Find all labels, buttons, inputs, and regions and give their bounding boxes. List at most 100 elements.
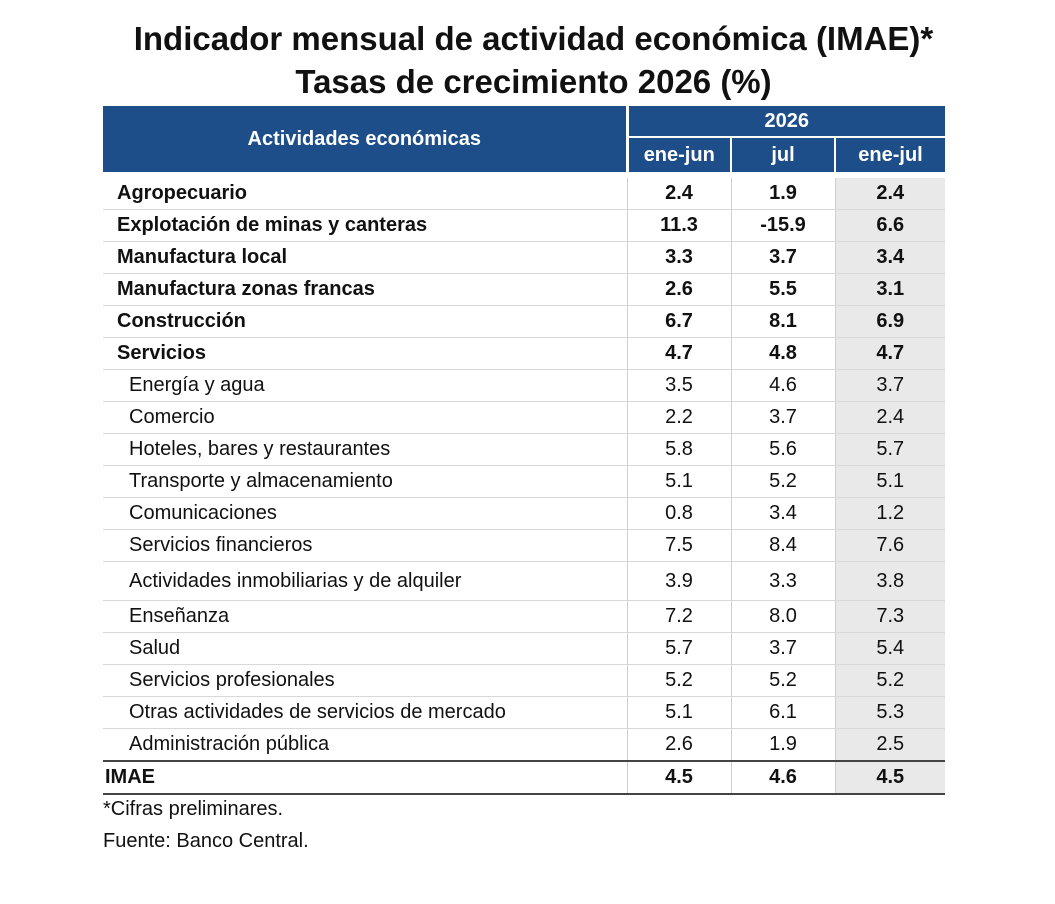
row-label: Hoteles, bares y restaurantes [103, 433, 627, 466]
row-label: Construcción [103, 305, 627, 338]
value-jul: 6.1 [730, 696, 835, 729]
row-label: Servicios profesionales [103, 664, 627, 697]
table-row: Administración pública 2.6 1.9 2.5 [103, 728, 946, 762]
value-ene-jul: 5.7 [834, 433, 946, 466]
value-ene-jun: 5.8 [626, 433, 731, 466]
value-ene-jun: 3.9 [626, 561, 731, 601]
value-jul: 5.5 [730, 273, 835, 306]
value-ene-jul: 5.4 [834, 632, 946, 665]
value-ene-jun: 5.1 [626, 465, 731, 498]
table-row: Construcción 6.7 8.1 6.9 [103, 305, 946, 338]
value-jul: 3.7 [730, 401, 835, 434]
row-label: Otras actividades de servicios de mercad… [103, 696, 627, 729]
row-label: Explotación de minas y canteras [103, 209, 627, 242]
row-label: IMAE [103, 760, 627, 795]
row-label: Energía y agua [103, 369, 627, 402]
value-ene-jun: 2.4 [626, 178, 731, 210]
value-ene-jun: 3.3 [626, 241, 731, 274]
value-ene-jul: 7.3 [834, 600, 946, 633]
value-ene-jun: 4.7 [626, 337, 731, 370]
table-row: Otras actividades de servicios de mercad… [103, 696, 946, 729]
value-jul: 4.8 [730, 337, 835, 370]
value-jul: 5.2 [730, 465, 835, 498]
row-label: Enseñanza [103, 600, 627, 633]
value-ene-jul: 3.4 [834, 241, 946, 274]
value-ene-jun: 0.8 [626, 497, 731, 530]
value-ene-jul: 1.2 [834, 497, 946, 530]
value-ene-jul: 4.5 [834, 760, 946, 795]
value-ene-jun: 5.7 [626, 632, 731, 665]
value-ene-jul: 5.1 [834, 465, 946, 498]
table-row-total: IMAE 4.5 4.6 4.5 [103, 760, 946, 795]
value-ene-jul: 4.7 [834, 337, 946, 370]
row-label: Transporte y almacenamiento [103, 465, 627, 498]
value-jul: 3.7 [730, 241, 835, 274]
table-row: Manufactura local 3.3 3.7 3.4 [103, 241, 946, 274]
value-ene-jun: 7.2 [626, 600, 731, 633]
footnote-source: Fuente: Banco Central. [103, 830, 309, 852]
table-row: Salud 5.7 3.7 5.4 [103, 632, 946, 665]
header-col-jul: jul [731, 137, 836, 172]
row-label: Administración pública [103, 728, 627, 762]
value-jul: 1.9 [730, 178, 835, 210]
value-ene-jul: 7.6 [834, 529, 946, 562]
value-ene-jul: 6.9 [834, 305, 946, 338]
value-jul: 8.4 [730, 529, 835, 562]
table-row: Transporte y almacenamiento 5.1 5.2 5.1 [103, 465, 946, 498]
title-line-1: Indicador mensual de actividad económica… [133, 20, 934, 57]
value-ene-jun: 5.1 [626, 696, 731, 729]
value-ene-jul: 5.2 [834, 664, 946, 697]
value-jul: 4.6 [730, 369, 835, 402]
value-jul: 8.1 [730, 305, 835, 338]
table-row: Servicios financieros 7.5 8.4 7.6 [103, 529, 946, 562]
row-label: Manufactura zonas francas [103, 273, 627, 306]
header-year: 2026 [627, 106, 946, 138]
value-ene-jul: 6.6 [834, 209, 946, 242]
value-jul: -15.9 [730, 209, 835, 242]
value-jul: 5.2 [730, 664, 835, 697]
value-ene-jun: 6.7 [626, 305, 731, 338]
row-label: Comunicaciones [103, 497, 627, 530]
row-label: Actividades inmobiliarias y de alquiler [103, 561, 627, 601]
row-label: Servicios [103, 337, 627, 370]
value-ene-jun: 3.5 [626, 369, 731, 402]
footnote-preliminary: *Cifras preliminares. [103, 798, 284, 820]
table-row: Actividades inmobiliarias y de alquiler … [103, 561, 946, 601]
value-jul: 3.7 [730, 632, 835, 665]
value-ene-jul: 3.1 [834, 273, 946, 306]
value-jul: 4.6 [730, 760, 835, 795]
table-row: Hoteles, bares y restaurantes 5.8 5.6 5.… [103, 433, 946, 466]
value-ene-jul: 5.3 [834, 696, 946, 729]
growth-rates-table: Actividades económicas 2026 ene-jun jul … [103, 106, 946, 795]
value-ene-jul: 3.8 [834, 561, 946, 601]
value-ene-jun: 7.5 [626, 529, 731, 562]
value-ene-jul: 2.4 [834, 178, 946, 210]
value-jul: 5.6 [730, 433, 835, 466]
table-row: Manufactura zonas francas 2.6 5.5 3.1 [103, 273, 946, 306]
value-ene-jun: 2.6 [626, 728, 731, 762]
value-ene-jun: 2.6 [626, 273, 731, 306]
header-col-ene-jun: ene-jun [627, 137, 732, 172]
table-row: Comercio 2.2 3.7 2.4 [103, 401, 946, 434]
table-row: Enseñanza 7.2 8.0 7.3 [103, 600, 946, 633]
value-ene-jun: 5.2 [626, 664, 731, 697]
value-jul: 8.0 [730, 600, 835, 633]
table-row: Servicios 4.7 4.8 4.7 [103, 337, 946, 370]
table-row: Energía y agua 3.5 4.6 3.7 [103, 369, 946, 402]
table-row: Explotación de minas y canteras 11.3 -15… [103, 209, 946, 242]
value-ene-jul: 3.7 [834, 369, 946, 402]
value-ene-jun: 4.5 [626, 760, 731, 795]
header-col-ene-jul: ene-jul [835, 137, 946, 172]
value-ene-jun: 2.2 [626, 401, 731, 434]
row-label: Manufactura local [103, 241, 627, 274]
value-ene-jul: 2.4 [834, 401, 946, 434]
row-label: Servicios financieros [103, 529, 627, 562]
value-ene-jun: 11.3 [626, 209, 731, 242]
header-activities: Actividades económicas [103, 106, 629, 172]
table-row: Comunicaciones 0.8 3.4 1.2 [103, 497, 946, 530]
row-label: Comercio [103, 401, 627, 434]
title-line-2: Tasas de crecimiento 2026 (%) [295, 63, 772, 100]
table-row: Agropecuario 2.4 1.9 2.4 [103, 178, 946, 210]
row-label: Salud [103, 632, 627, 665]
table-row: Servicios profesionales 5.2 5.2 5.2 [103, 664, 946, 697]
